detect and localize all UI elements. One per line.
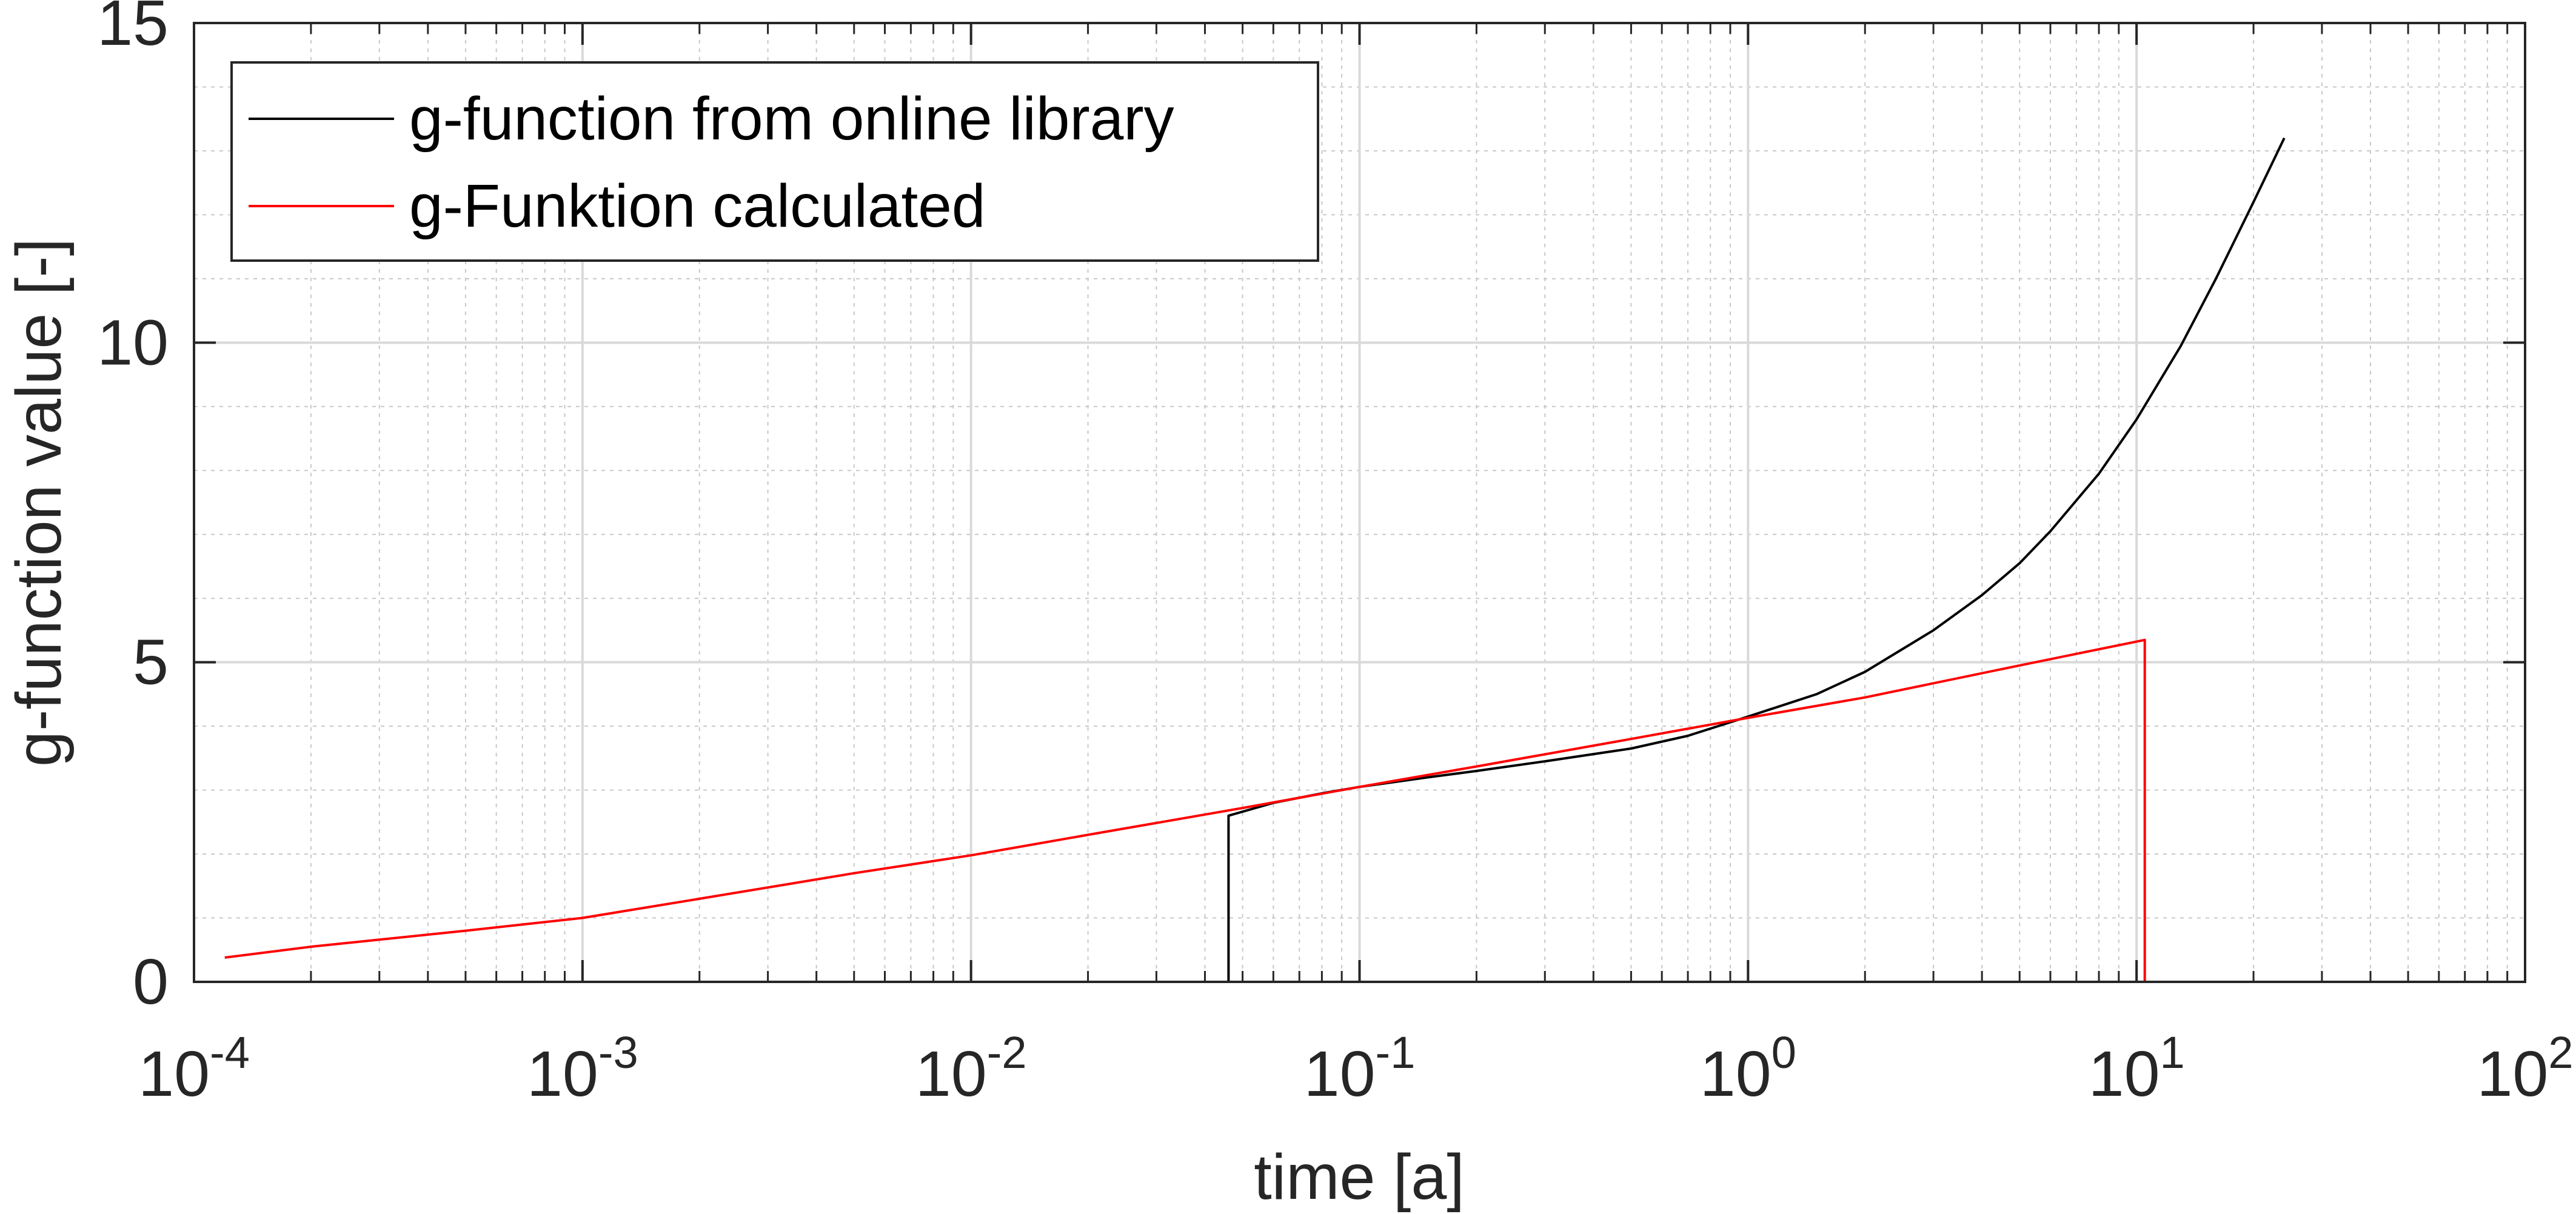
x-tick-label: 102: [2477, 1027, 2573, 1110]
tick-marks: [193, 22, 2526, 983]
x-tick-label: 10-3: [527, 1027, 638, 1110]
x-tick-exponent: 0: [1771, 1027, 1796, 1078]
x-tick-base: 10: [1304, 1038, 1376, 1110]
x-tick-label: 10-1: [1304, 1027, 1416, 1110]
legend-label-series-1: g-function from online library: [409, 85, 1174, 153]
x-tick-label: 10-4: [138, 1027, 250, 1110]
series-layer: [224, 137, 2286, 983]
x-tick-label: 101: [2089, 1027, 2185, 1110]
x-tick-exponent: -1: [1376, 1027, 1416, 1078]
x-tick-exponent: -3: [598, 1027, 638, 1078]
legend: g-function from online library g-Funktio…: [230, 61, 1319, 262]
y-axis-title: g-function value [-]: [3, 238, 75, 767]
y-tick-label: 15: [97, 0, 169, 59]
x-tick-base: 10: [1700, 1038, 1771, 1110]
legend-label-series-2: g-Funktion calculated: [409, 172, 986, 240]
x-tick-base: 10: [527, 1038, 598, 1110]
x-tick-exponent: 1: [2160, 1027, 2185, 1078]
x-tick-exponent: -2: [987, 1027, 1027, 1078]
x-tick-base: 10: [915, 1038, 987, 1110]
legend-box: [230, 61, 1319, 262]
x-tick-base: 10: [2477, 1038, 2548, 1110]
y-tick-label: 5: [133, 627, 169, 698]
y-tick-label: 10: [97, 307, 169, 378]
x-tick-labels: 10-4 10-3 10-2 10-1 100 101 102: [138, 1027, 2573, 1110]
y-tick-labels: 0 5 10 15: [97, 0, 169, 1018]
x-tick-label: 100: [1700, 1027, 1796, 1110]
y-tick-label: 0: [133, 946, 169, 1018]
x-axis-title: time [a]: [1254, 1141, 1465, 1213]
x-tick-base: 10: [2089, 1038, 2160, 1110]
x-tick-exponent: 2: [2548, 1027, 2573, 1078]
x-tick-label: 10-2: [915, 1027, 1027, 1110]
x-tick-exponent: -4: [210, 1027, 250, 1078]
x-tick-base: 10: [138, 1038, 210, 1110]
series-line-2: [224, 638, 2284, 983]
